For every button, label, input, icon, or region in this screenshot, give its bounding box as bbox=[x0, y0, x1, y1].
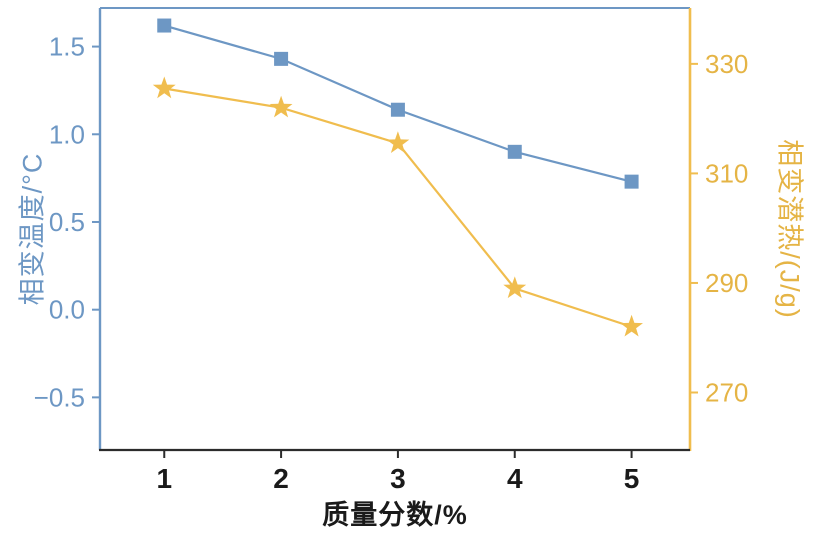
temperature-square-marker bbox=[507, 144, 522, 159]
right-tick-label: 290 bbox=[705, 268, 748, 298]
latent-heat-star-marker bbox=[269, 95, 293, 118]
latent-heat-star-marker bbox=[152, 76, 176, 99]
temperature-square-marker bbox=[157, 18, 172, 33]
left-y-axis-title: 相变温度/°C bbox=[17, 152, 48, 306]
x-tick-label: 5 bbox=[624, 463, 640, 494]
temperature-square-marker bbox=[624, 174, 639, 189]
left-tick-label: 1.0 bbox=[49, 119, 85, 149]
left-tick-label: 1.5 bbox=[49, 32, 85, 62]
left-tick-label: −0.5 bbox=[34, 382, 85, 412]
left-tick-label: 0.5 bbox=[49, 207, 85, 237]
x-tick-label: 2 bbox=[273, 463, 289, 494]
right-tick-label: 330 bbox=[705, 49, 748, 79]
right-tick-label: 310 bbox=[705, 158, 748, 188]
right-y-axis-title: 相变潜热/(J/g) bbox=[774, 139, 805, 319]
x-tick-label: 3 bbox=[390, 463, 406, 494]
right-tick-label: 270 bbox=[705, 377, 748, 407]
temperature-square-marker bbox=[274, 51, 289, 66]
latent-heat-star-marker bbox=[386, 131, 410, 153]
temperature-square-marker bbox=[390, 102, 405, 117]
latent-heat-series-line bbox=[164, 87, 632, 328]
x-axis-title: 质量分数/% bbox=[322, 500, 468, 530]
x-tick-label: 1 bbox=[156, 463, 172, 494]
latent-heat-star-marker bbox=[503, 276, 527, 299]
left-tick-label: 0.0 bbox=[49, 295, 85, 325]
latent-heat-star-marker bbox=[620, 314, 643, 337]
x-tick-label: 4 bbox=[507, 463, 523, 494]
